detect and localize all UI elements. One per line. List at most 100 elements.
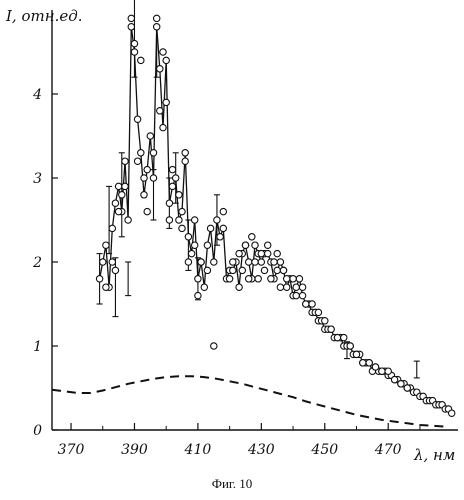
- data-point: [119, 192, 125, 198]
- data-point: [293, 284, 299, 290]
- data-point: [163, 57, 169, 63]
- data-point: [274, 267, 280, 273]
- data-point: [353, 351, 359, 357]
- data-point: [258, 259, 264, 265]
- data-point: [309, 301, 315, 307]
- data-point: [347, 343, 353, 349]
- data-point: [188, 250, 194, 256]
- x-tick-label: 370: [58, 442, 85, 458]
- data-point: [182, 150, 188, 156]
- data-point: [391, 376, 397, 382]
- data-point: [271, 259, 277, 265]
- data-point: [185, 259, 191, 265]
- data-point: [103, 284, 109, 290]
- data-point: [163, 99, 169, 105]
- data-point: [198, 259, 204, 265]
- data-point: [166, 217, 172, 223]
- data-point: [169, 183, 175, 189]
- data-point: [154, 24, 160, 30]
- data-point: [226, 276, 232, 282]
- data-point: [201, 284, 207, 290]
- data-point: [220, 208, 226, 214]
- y-tick-labels: 01234: [32, 87, 42, 439]
- data-point: [404, 385, 410, 391]
- data-point: [296, 276, 302, 282]
- data-point: [192, 242, 198, 248]
- data-point: [284, 284, 290, 290]
- data-point: [265, 242, 271, 248]
- data-point: [125, 217, 131, 223]
- data-point: [217, 234, 223, 240]
- data-point: [169, 166, 175, 172]
- x-tick-label: 470: [374, 442, 402, 458]
- data-point: [115, 208, 121, 214]
- data-point: [109, 259, 115, 265]
- data-point: [176, 217, 182, 223]
- data-point: [277, 259, 283, 265]
- data-point: [360, 360, 366, 366]
- data-point: [299, 292, 305, 298]
- data-point: [204, 267, 210, 273]
- data-point: [220, 225, 226, 231]
- data-point: [160, 49, 166, 55]
- data-point: [103, 242, 109, 248]
- data-point: [252, 259, 258, 265]
- y-tick-label: 3: [33, 171, 42, 187]
- figure-caption: Фиг. 10: [0, 476, 464, 492]
- data-point: [322, 318, 328, 324]
- data-point: [131, 49, 137, 55]
- data-point: [236, 250, 242, 256]
- data-point: [128, 15, 134, 21]
- data-point: [239, 267, 245, 273]
- x-tick-label: 450: [310, 442, 338, 458]
- data-point: [303, 301, 309, 307]
- data-point: [131, 40, 137, 46]
- data-point: [179, 208, 185, 214]
- data-point: [154, 15, 160, 21]
- data-point: [147, 133, 153, 139]
- data-point: [293, 292, 299, 298]
- data-point: [182, 158, 188, 164]
- x-axis-label: λ, нм: [413, 446, 455, 464]
- data-point: [122, 158, 128, 164]
- data-point: [334, 334, 340, 340]
- data-point: [138, 150, 144, 156]
- data-point: [246, 276, 252, 282]
- data-point: [249, 234, 255, 240]
- data-point: [179, 225, 185, 231]
- data-point: [100, 259, 106, 265]
- x-tick-label: 390: [121, 442, 148, 458]
- data-point: [277, 284, 283, 290]
- data-point: [315, 309, 321, 315]
- data-point: [366, 360, 372, 366]
- data-point: [134, 158, 140, 164]
- data-point: [265, 250, 271, 256]
- data-point: [341, 334, 347, 340]
- x-tick-labels: 370390410430450470: [58, 442, 402, 458]
- data-point: [141, 192, 147, 198]
- y-tick-label: 2: [32, 255, 42, 271]
- data-point: [255, 276, 261, 282]
- data-point: [207, 225, 213, 231]
- data-point: [236, 284, 242, 290]
- data-point: [246, 259, 252, 265]
- data-point: [230, 259, 236, 265]
- data-point: [280, 267, 286, 273]
- data-point: [211, 259, 217, 265]
- data-point: [109, 225, 115, 231]
- data-point: [242, 242, 248, 248]
- data-point: [252, 242, 258, 248]
- data-point: [112, 200, 118, 206]
- data-point: [204, 242, 210, 248]
- y-tick-label: 4: [32, 87, 42, 103]
- y-axis-label: I, отн.ед.: [5, 7, 83, 25]
- data-point: [176, 192, 182, 198]
- data-point: [290, 276, 296, 282]
- data-point: [398, 381, 404, 387]
- spectrum-chart: 01234 370390410430450470 I, отн.ед. λ, н…: [0, 0, 464, 470]
- data-point: [385, 368, 391, 374]
- data-point: [150, 150, 156, 156]
- data-point: [166, 200, 172, 206]
- y-tick-label: 0: [33, 423, 42, 439]
- data-point: [230, 267, 236, 273]
